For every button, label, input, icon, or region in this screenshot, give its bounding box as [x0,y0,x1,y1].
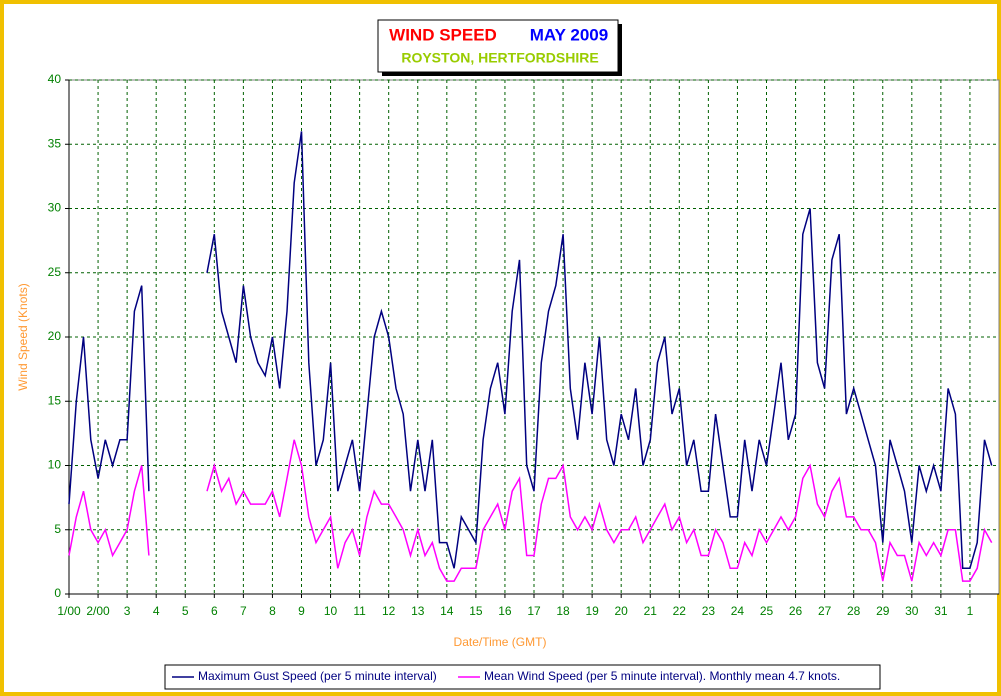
x-tick-label: 25 [760,604,774,618]
y-tick-label: 40 [48,72,62,86]
x-tick-label: 14 [440,604,454,618]
x-tick-label: 11 [353,604,366,618]
y-tick-label: 5 [54,522,61,536]
x-tick-label: 27 [818,604,832,618]
y-tick-label: 0 [54,586,61,600]
x-tick-label: 29 [876,604,890,618]
chart-title: WIND SPEED [389,25,497,44]
y-axis-label: Wind Speed (Knots) [16,283,30,390]
title-box [377,19,619,73]
x-tick-label: 23 [702,604,716,618]
x-axis-label: Date/Time (GMT) [454,635,547,649]
y-tick-label: 25 [48,265,62,279]
y-tick-label: 20 [48,329,62,343]
x-tick-label: 28 [847,604,861,618]
x-tick-label: 12 [382,604,396,618]
x-tick-label: 15 [469,604,483,618]
x-tick-label: 22 [673,604,687,618]
chart-subtitle: ROYSTON, HERTFORDSHIRE [401,50,598,66]
x-tick-label: 13 [411,604,425,618]
x-tick-label: 17 [527,604,541,618]
x-tick-label: 26 [789,604,803,618]
legend-box [164,664,881,690]
y-tick-label: 15 [48,393,62,407]
x-tick-label: 5 [182,604,189,618]
x-tick-label: 18 [556,604,570,618]
x-tick-label: 3 [124,604,131,618]
x-tick-label: 2/00 [86,604,110,618]
x-tick-label: 8 [269,604,276,618]
x-tick-label: 30 [905,604,919,618]
x-tick-label: 1 [967,604,974,618]
x-tick-label: 16 [498,604,512,618]
y-tick-label: 35 [48,136,62,150]
data-line [68,131,993,570]
y-tick-label: 10 [48,458,62,472]
x-tick-label: 4 [153,604,160,618]
x-tick-label: 10 [324,604,338,618]
legend-label: Maximum Gust Speed (per 5 minute interva… [198,669,437,683]
y-tick-label: 30 [48,201,62,215]
x-tick-label: 21 [644,604,658,618]
x-tick-label: 20 [615,604,629,618]
x-tick-label: 9 [298,604,305,618]
legend-label: Mean Wind Speed (per 5 minute interval).… [484,669,840,683]
x-tick-label: 7 [240,604,247,618]
x-tick-label: 19 [585,604,599,618]
x-tick-label: 1/00 [57,604,81,618]
x-tick-label: 31 [934,604,948,618]
x-tick-label: 24 [731,604,745,618]
data-line [68,439,993,582]
chart-title-month: MAY 2009 [530,25,608,44]
x-tick-label: 6 [211,604,218,618]
